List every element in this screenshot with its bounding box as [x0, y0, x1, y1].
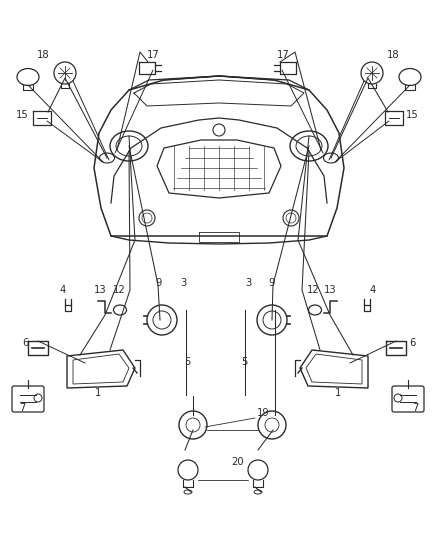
Text: 20: 20 [232, 457, 244, 467]
Text: 15: 15 [16, 110, 28, 120]
Text: 5: 5 [184, 357, 190, 367]
Text: 19: 19 [257, 408, 269, 418]
Text: 6: 6 [22, 338, 28, 348]
Text: 17: 17 [147, 50, 159, 60]
Text: 18: 18 [387, 50, 399, 60]
Text: 1: 1 [335, 388, 341, 398]
Text: 18: 18 [37, 50, 49, 60]
Text: 3: 3 [180, 278, 186, 288]
Text: 13: 13 [324, 285, 336, 295]
Text: 13: 13 [94, 285, 106, 295]
Text: 3: 3 [245, 278, 251, 288]
Text: 17: 17 [277, 50, 290, 60]
Text: 12: 12 [307, 285, 319, 295]
Text: 15: 15 [406, 110, 418, 120]
Text: 12: 12 [113, 285, 125, 295]
Text: 1: 1 [95, 388, 101, 398]
Text: 9: 9 [156, 278, 162, 288]
Text: 4: 4 [370, 285, 376, 295]
Text: 7: 7 [412, 403, 418, 413]
Text: 5: 5 [241, 357, 247, 367]
Text: 7: 7 [19, 403, 25, 413]
Text: 9: 9 [269, 278, 275, 288]
Text: 4: 4 [60, 285, 66, 295]
Text: 6: 6 [409, 338, 415, 348]
